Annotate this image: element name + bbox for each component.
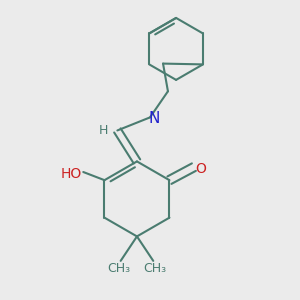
Text: CH₃: CH₃ (107, 262, 130, 275)
Text: HO: HO (60, 167, 82, 181)
Text: CH₃: CH₃ (143, 262, 167, 275)
Text: N: N (148, 111, 160, 126)
Text: O: O (196, 162, 206, 176)
Text: H: H (99, 124, 108, 137)
